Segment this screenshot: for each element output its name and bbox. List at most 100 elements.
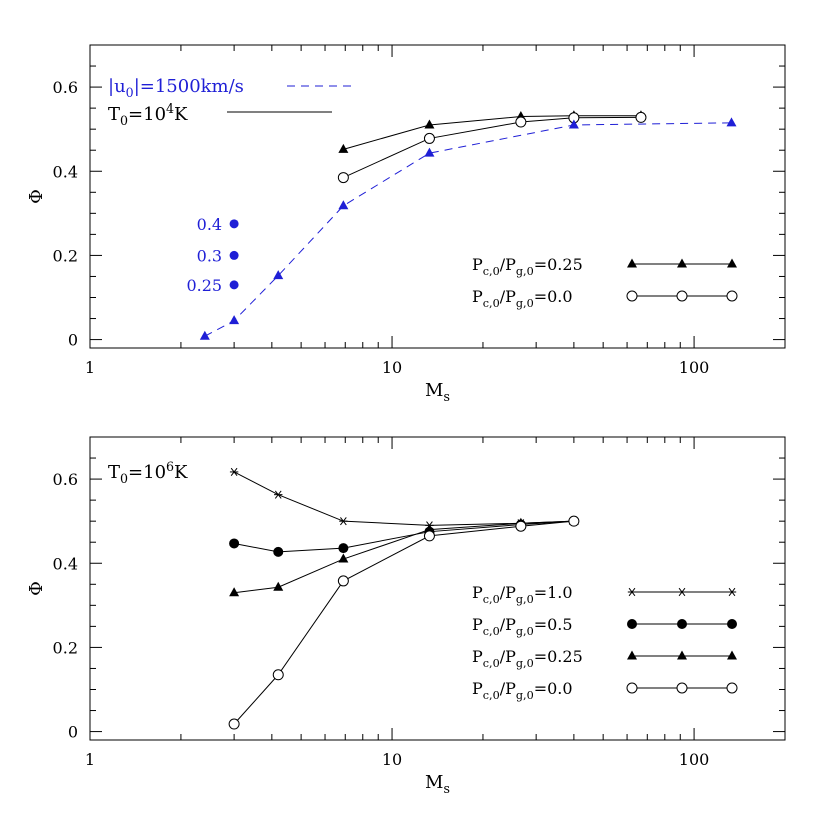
top-legend-marker-1-1-shape bbox=[676, 290, 688, 302]
bottom-series-3-point-2 bbox=[337, 575, 349, 587]
bottom-y-tick-label: 0.4 bbox=[53, 554, 78, 573]
bottom-series-0-point-2-d2 bbox=[340, 517, 347, 526]
top-series-0-point-0-shape bbox=[338, 143, 349, 153]
bottom-legend-label-2-part-4: =0.25 bbox=[534, 647, 583, 666]
blue-point-label-2: 0.25 bbox=[186, 276, 222, 295]
top-y-tick-label: 0.4 bbox=[53, 162, 78, 181]
bottom-series-0-point-1-d2 bbox=[274, 490, 282, 499]
t0-annotation-bottom-part-3: 6 bbox=[166, 459, 174, 474]
top-legend-label-0-part-1: c,0 bbox=[483, 265, 500, 278]
top-series-0-point-0 bbox=[338, 143, 349, 153]
bottom-series-line-1 bbox=[234, 520, 574, 553]
bottom-series-3-point-5 bbox=[568, 515, 580, 527]
bottom-x-axis-label-part-0: M bbox=[425, 772, 443, 793]
bottom-legend-label-2-part-1: c,0 bbox=[483, 657, 500, 670]
bottom-legend-marker-2-1 bbox=[677, 650, 687, 660]
t0-annotation-bottom-part-0: T bbox=[108, 462, 120, 483]
bottom-series-2-point-3 bbox=[424, 524, 435, 534]
bottom-legend-label-2-part-3: g,0 bbox=[516, 657, 534, 670]
bottom-legend-marker-3-1-shape bbox=[676, 682, 688, 694]
bottom-legend-label-1: Pc,0/Pg,0=0.5 bbox=[472, 615, 573, 638]
bottom-series-0-point-0-d2 bbox=[230, 467, 238, 477]
bottom-series-2-point-1-shape bbox=[273, 581, 284, 591]
bottom-series-0-point-2 bbox=[339, 517, 348, 526]
top-legend-label-1-part-2: /P bbox=[500, 287, 516, 306]
top-series-2-point-1-shape bbox=[229, 315, 240, 325]
bottom-series-2-point-0-shape bbox=[229, 587, 240, 597]
blue-point-label-0: 0.4 bbox=[197, 215, 222, 234]
top-series-2-point-3-shape bbox=[338, 200, 349, 210]
top-x-tick-label: 10 bbox=[382, 358, 402, 377]
top-series-2-point-2 bbox=[273, 270, 284, 280]
bottom-series-1-point-2-shape bbox=[338, 543, 349, 554]
top-series-1-point-1-shape bbox=[423, 132, 435, 144]
top-series-0-point-1 bbox=[424, 119, 435, 129]
bottom-legend-marker-2-2 bbox=[727, 650, 737, 660]
bottom-series-1-point-0 bbox=[229, 538, 240, 549]
bottom-legend-label-1-part-1: c,0 bbox=[483, 625, 500, 638]
top-legend-marker-1-2-shape bbox=[726, 290, 738, 302]
bottom-series-0-point-1 bbox=[274, 490, 283, 499]
bottom-series-1-point-2 bbox=[338, 543, 349, 554]
top-legend-label-0-part-0: P bbox=[472, 255, 483, 274]
u0-annotation-part-2: |=1500km/s bbox=[134, 76, 244, 97]
top-legend-label-0: Pc,0/Pg,0=0.25 bbox=[472, 255, 583, 278]
bottom-x-tick-label: 100 bbox=[679, 750, 710, 769]
bottom-legend-label-0-part-1: c,0 bbox=[483, 593, 500, 606]
bottom-y-tick-label: 0 bbox=[68, 723, 78, 742]
top-x-tick-label: 1 bbox=[85, 358, 95, 377]
top-series-2-point-5 bbox=[568, 119, 579, 129]
t0-annotation-top: T0=104K bbox=[108, 101, 188, 128]
top-series-2-point-0 bbox=[199, 330, 210, 340]
bottom-legend-marker-1-2-shape bbox=[727, 619, 737, 629]
bottom-legend-marker-3-2-shape bbox=[726, 682, 738, 694]
bottom-series-2-point-1 bbox=[273, 581, 284, 591]
top-series-2-point-0-shape bbox=[199, 330, 210, 340]
top-y-tick-label: 0 bbox=[68, 331, 78, 350]
top-series-2-point-6 bbox=[726, 117, 737, 127]
bottom-series-line-3 bbox=[233, 520, 574, 725]
bottom-legend-marker-0-0-d2 bbox=[628, 587, 636, 597]
t0-annotation-bottom-part-2: =10 bbox=[128, 462, 166, 483]
t0-annotation-top-part-2: =10 bbox=[128, 104, 166, 125]
bottom-legend-marker-2-0 bbox=[627, 650, 637, 660]
bottom-legend-marker-3-0-shape bbox=[626, 682, 638, 694]
bottom-y-tick-label: 0.2 bbox=[53, 638, 78, 657]
blue-point-2-shape bbox=[229, 280, 239, 290]
top-series-1-point-0-shape bbox=[337, 172, 349, 184]
top-legend-label-1: Pc,0/Pg,0=0.0 bbox=[472, 287, 573, 310]
top-series-1-point-2 bbox=[515, 116, 527, 128]
bottom-legend-marker-1-1-shape bbox=[677, 619, 687, 629]
top-legend-marker-0-2-shape bbox=[727, 258, 737, 268]
blue-point-1 bbox=[229, 250, 239, 260]
bottom-series-3-point-4 bbox=[515, 520, 527, 532]
bottom-legend-marker-1-0-shape bbox=[627, 619, 637, 629]
top-y-tick-label: 0.2 bbox=[53, 246, 78, 265]
bottom-legend-label-0: Pc,0/Pg,0=1.0 bbox=[472, 583, 573, 606]
bottom-legend-marker-0-2 bbox=[727, 587, 737, 597]
top-legend-label-1-part-4: =0.0 bbox=[534, 287, 573, 306]
top-legend-marker-1-1 bbox=[676, 290, 688, 302]
bottom-series-3-point-5-shape bbox=[568, 515, 580, 527]
u0-annotation: |u0|=1500km/s bbox=[108, 76, 244, 100]
top-series-2-point-6-shape bbox=[726, 117, 737, 127]
bottom-series-0-point-0 bbox=[229, 467, 239, 477]
bottom-series-3-point-1 bbox=[272, 669, 284, 681]
t0-annotation-top-part-4: K bbox=[174, 104, 188, 125]
bottom-series-2-point-0 bbox=[229, 587, 240, 597]
bottom-x-tick-label: 10 bbox=[382, 750, 402, 769]
bottom-series-2-point-2 bbox=[338, 553, 349, 563]
bottom-legend-label-2-part-2: /P bbox=[500, 647, 516, 666]
top-legend-marker-1-0-shape bbox=[626, 290, 638, 302]
top-series-line-1 bbox=[343, 116, 641, 179]
top-series-2-point-2-shape bbox=[273, 270, 284, 280]
bottom-series-3-point-1-shape bbox=[272, 669, 284, 681]
bottom-x-axis-label: Ms bbox=[425, 772, 450, 796]
top-series-2-point-5-shape bbox=[568, 119, 579, 129]
bottom-legend-label-3-part-0: P bbox=[472, 679, 483, 698]
top-legend-label-0-part-4: =0.25 bbox=[534, 255, 583, 274]
bottom-legend-label-0-part-2: /P bbox=[500, 583, 516, 602]
top-series-0-point-1-shape bbox=[424, 119, 435, 129]
bottom-legend-marker-2-0-shape bbox=[627, 650, 637, 660]
